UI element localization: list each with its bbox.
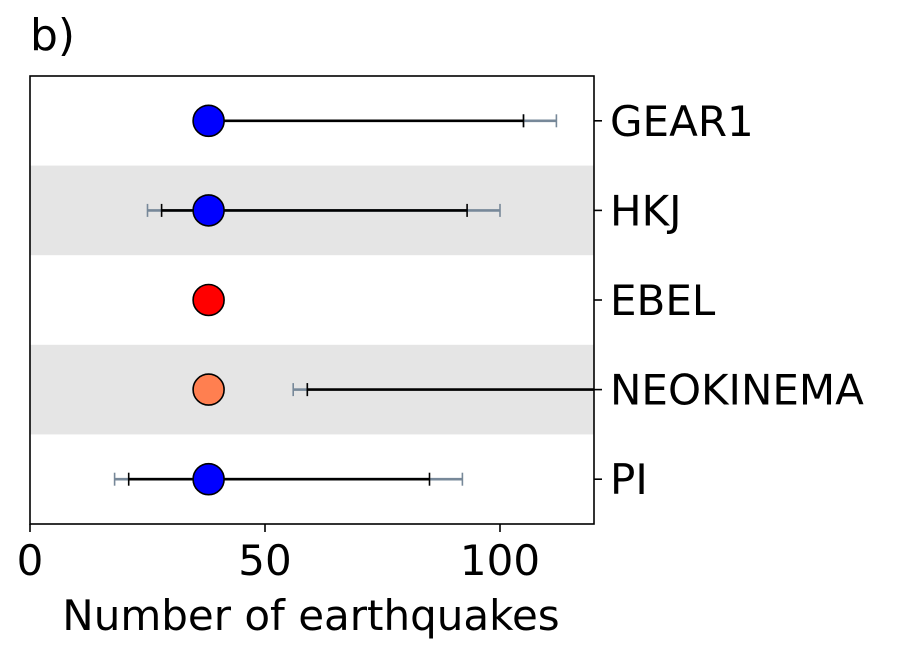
data-points xyxy=(192,104,225,496)
y-tick-label: PI xyxy=(610,455,648,504)
data-point xyxy=(192,462,225,496)
x-tick-label: 0 xyxy=(17,536,44,585)
row-bands xyxy=(30,165,594,435)
plot-frame xyxy=(29,75,595,525)
y-tick-label: NEOKINEMA xyxy=(610,366,864,415)
panel-label: b) xyxy=(30,10,75,61)
y-tick-label: GEAR1 xyxy=(610,97,754,146)
y-tick-label: HKJ xyxy=(610,186,682,235)
x-axis: 0 50 100 xyxy=(17,524,540,585)
error-bars xyxy=(113,114,594,486)
data-point xyxy=(192,373,225,406)
x-axis-label: Number of earthquakes xyxy=(62,591,559,640)
data-point xyxy=(192,283,225,317)
y-axis: GEAR1 HKJ EBEL NEOKINEMA PI xyxy=(594,97,864,504)
x-tick-label: 100 xyxy=(460,536,540,585)
y-tick-label: EBEL xyxy=(610,276,716,325)
data-point xyxy=(192,194,225,227)
x-tick-label: 50 xyxy=(238,536,291,585)
data-point xyxy=(192,104,225,138)
